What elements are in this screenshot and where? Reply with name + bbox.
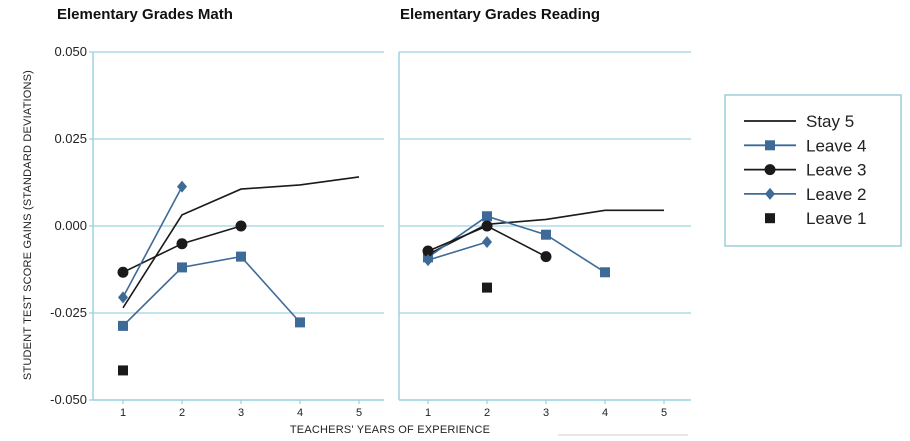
x-tick-label: 1	[425, 407, 431, 419]
legend: Stay 5 Leave 4 Leave 3 Leave 2 Leave 1	[724, 94, 902, 247]
x-tick-label: 2	[179, 407, 185, 419]
data-point	[481, 220, 493, 232]
series-leave-2	[423, 236, 492, 267]
legend-label: Leave 4	[806, 136, 867, 155]
data-point	[422, 245, 434, 257]
legend-label: Leave 2	[806, 185, 867, 204]
legend-marker	[765, 187, 775, 200]
series-leave-2	[118, 180, 187, 304]
series-leave-3	[422, 220, 552, 263]
legend-label: Stay 5	[806, 112, 854, 131]
y-tick-label: -0.050	[50, 392, 87, 407]
data-point	[177, 262, 187, 273]
series-line	[122, 186, 183, 298]
data-point	[482, 211, 492, 222]
series-leave-4	[118, 251, 305, 331]
legend-marker	[764, 164, 776, 176]
data-point	[117, 266, 129, 278]
y-tick-label: 0.025	[54, 131, 87, 146]
x-tick-label: 2	[484, 407, 490, 419]
legend-label: Leave 1	[806, 209, 867, 228]
y-axis-label: STUDENT TEST SCORE GAINS (STANDARD DEVIA…	[22, 70, 34, 380]
data-point	[235, 220, 247, 232]
data-point	[118, 365, 128, 376]
data-point	[423, 254, 433, 267]
legend-item-stay-5: Stay 5	[744, 112, 854, 131]
legend-label: Leave 3	[806, 161, 867, 180]
data-point	[295, 317, 305, 328]
reading-panel-title: Elementary Grades Reading	[400, 6, 600, 23]
legend-item-leave-4: Leave 4	[744, 136, 867, 155]
data-point	[540, 251, 552, 263]
x-tick-label: 5	[356, 407, 362, 419]
legend-marker	[765, 140, 775, 151]
reading-panel: 1 2 3 4 5	[398, 51, 691, 419]
series-line	[427, 241, 488, 261]
data-point	[118, 291, 128, 304]
legend-item-leave-2: Leave 2	[744, 185, 867, 204]
legend-item-leave-1: Leave 1	[765, 209, 867, 228]
series-line	[427, 215, 606, 273]
x-tick-label: 5	[661, 407, 667, 419]
series-line	[122, 255, 301, 327]
data-point	[176, 238, 188, 250]
data-point	[236, 251, 246, 262]
series-leave-1	[118, 365, 128, 376]
data-point	[177, 180, 187, 193]
x-tick-label: 4	[602, 407, 608, 419]
series-leave-1	[482, 282, 492, 293]
y-tick-label: -0.025	[50, 305, 87, 320]
series-stay-5	[122, 176, 360, 309]
data-point	[541, 229, 551, 240]
legend-marker	[765, 213, 775, 224]
x-tick-label: 3	[543, 407, 549, 419]
math-panel: 0.050 0.025 0.000 -0.025 -0.050 1 2 3 4 5	[50, 44, 384, 419]
x-tick-label: 4	[297, 407, 303, 419]
y-tick-label: 0.000	[54, 218, 87, 233]
data-point	[482, 282, 492, 293]
x-axis-label: TEACHERS' YEARS OF EXPERIENCE	[290, 424, 490, 436]
data-point	[600, 267, 610, 278]
x-tick-label: 1	[120, 407, 126, 419]
panels: 0.050 0.025 0.000 -0.025 -0.050 1 2 3 4 5 1 2 3 4 5	[50, 44, 691, 436]
data-point	[118, 320, 128, 331]
math-panel-title: Elementary Grades Math	[57, 6, 233, 23]
series-line	[122, 176, 360, 309]
x-tick-label: 3	[238, 407, 244, 419]
series-leave-3	[117, 220, 247, 278]
legend-item-leave-3: Leave 3	[744, 161, 867, 180]
data-point	[482, 236, 492, 249]
y-tick-label: 0.050	[54, 44, 87, 59]
